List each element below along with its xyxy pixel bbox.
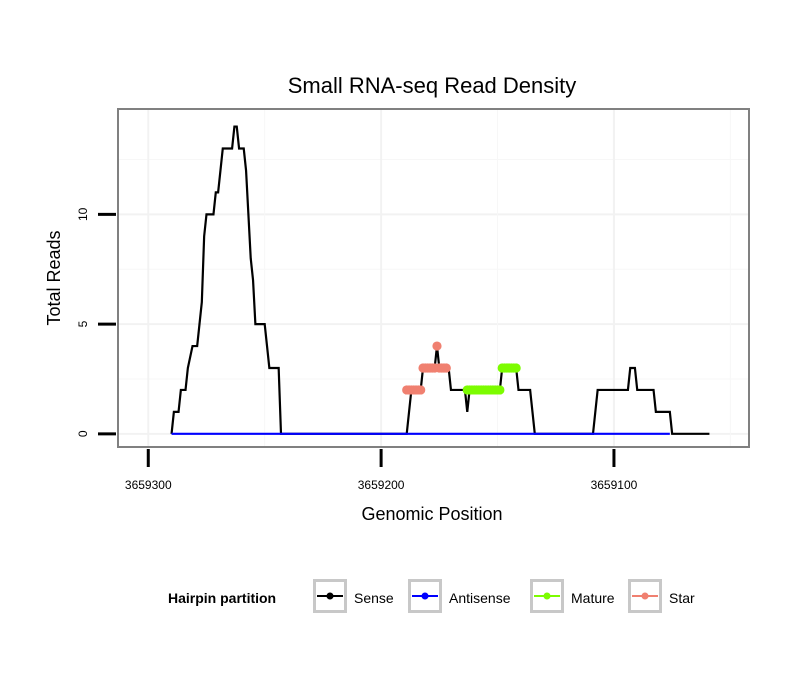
chart-title: Small RNA-seq Read Density <box>288 73 577 98</box>
legend-label: Mature <box>571 590 615 606</box>
legend: Hairpin partition Sense Antisense Mature St… <box>168 579 695 613</box>
legend-key-point <box>326 592 334 600</box>
data-point-star <box>416 385 426 395</box>
y-tick-label: 5 <box>76 320 90 327</box>
legend-title: Hairpin partition <box>168 590 276 606</box>
x-axis-title: Genomic Position <box>361 504 502 524</box>
series-mature <box>462 363 521 395</box>
legend-label: Star <box>669 590 695 606</box>
legend-key-point <box>543 592 551 600</box>
y-axis: 0 5 10 <box>76 207 116 437</box>
x-tick-label: 3659300 <box>125 478 172 492</box>
x-axis: 3659300 3659200 3659100 <box>125 449 638 492</box>
legend-item-antisense: Antisense <box>408 579 511 613</box>
x-tick-label: 3659100 <box>591 478 638 492</box>
data-point-star <box>432 341 442 351</box>
legend-key-point <box>421 592 429 600</box>
y-axis-title: Total Reads <box>44 230 64 325</box>
x-tick-label: 3659200 <box>358 478 405 492</box>
legend-label: Sense <box>354 590 394 606</box>
data-point-star <box>441 363 451 373</box>
y-tick-label: 0 <box>76 430 90 437</box>
legend-item-sense: Sense <box>313 579 394 613</box>
legend-item-mature: Mature <box>530 579 615 613</box>
legend-key-point <box>641 592 649 600</box>
y-tick-label: 10 <box>76 207 90 221</box>
legend-label: Antisense <box>449 590 511 606</box>
data-point-mature <box>495 385 505 395</box>
legend-item-star: Star <box>628 579 695 613</box>
series-star <box>402 341 451 395</box>
series-layer <box>170 125 710 435</box>
plot-border <box>117 108 750 448</box>
data-point-mature <box>511 363 521 373</box>
